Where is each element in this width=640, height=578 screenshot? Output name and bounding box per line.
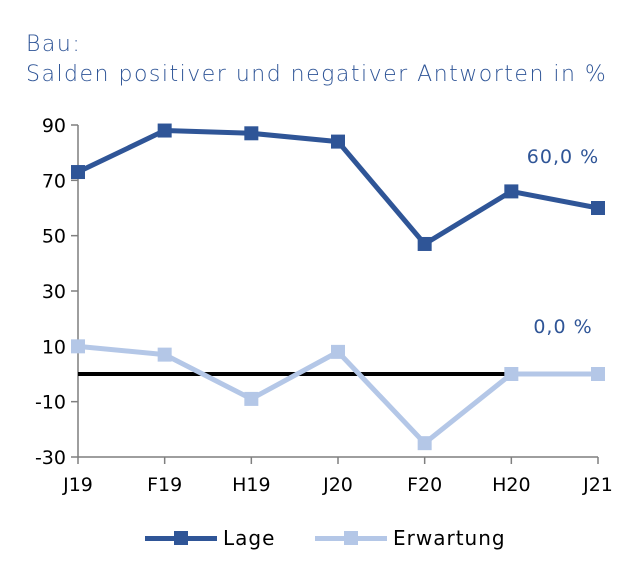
data-point-lage xyxy=(504,184,519,199)
x-tick-label: F19 xyxy=(147,474,182,496)
chart-title-line-2: Salden positiver und negativer Antworten… xyxy=(26,62,608,87)
legend-marker-erwartung xyxy=(344,531,358,545)
data-point-erwartung xyxy=(417,436,432,451)
chart-series xyxy=(71,123,605,451)
x-tick-label: H19 xyxy=(232,474,270,496)
data-point-erwartung xyxy=(244,391,259,406)
legend-label-erwartung: Erwartung xyxy=(393,526,506,550)
chart-labels: 60,0 % 0,0 % xyxy=(527,146,599,338)
data-point-lage xyxy=(157,123,172,138)
y-tick-label: 50 xyxy=(42,226,66,248)
data-point-lage xyxy=(417,236,432,251)
x-tick-label: F20 xyxy=(407,474,442,496)
y-tick-label: 30 xyxy=(42,281,66,303)
legend-label-lage: Lage xyxy=(223,526,276,550)
data-point-lage xyxy=(331,134,345,149)
y-tick-label: 10 xyxy=(42,336,66,358)
data-point-erwartung xyxy=(157,347,172,362)
x-tick-label: J20 xyxy=(322,474,353,496)
value-annotation: 0,0 % xyxy=(533,316,592,338)
data-point-lage xyxy=(244,126,259,141)
series-line-erwartung xyxy=(77,343,598,446)
chart-axes: 90 70 50 30 10 -10 -30 J19 F19 H19 J20 F20 H20 J21 xyxy=(35,115,613,496)
data-point-erwartung xyxy=(591,367,605,381)
legend-marker-lage xyxy=(174,531,188,545)
data-point-lage xyxy=(591,201,605,215)
legend-swatch-lage xyxy=(145,527,217,549)
value-annotation: 60,0 % xyxy=(527,146,599,168)
legend-item-lage: Lage xyxy=(145,526,275,550)
data-point-erwartung xyxy=(71,339,85,354)
legend-item-erwartung: Erwartung xyxy=(315,526,506,550)
data-point-erwartung xyxy=(331,344,345,359)
x-tick-label: H20 xyxy=(492,474,530,496)
y-tick-label: -30 xyxy=(35,447,66,469)
data-point-erwartung xyxy=(504,367,519,381)
y-tick-label: 90 xyxy=(42,115,66,137)
data-point-lage xyxy=(71,165,85,180)
legend-swatch-erwartung xyxy=(315,527,387,549)
y-tick-label: -10 xyxy=(35,392,66,414)
x-tick-label: J21 xyxy=(582,474,613,496)
x-tick-label: J19 xyxy=(62,474,93,496)
chart-title-line-1: Bau: xyxy=(26,32,82,57)
y-tick-label: 70 xyxy=(42,170,66,192)
